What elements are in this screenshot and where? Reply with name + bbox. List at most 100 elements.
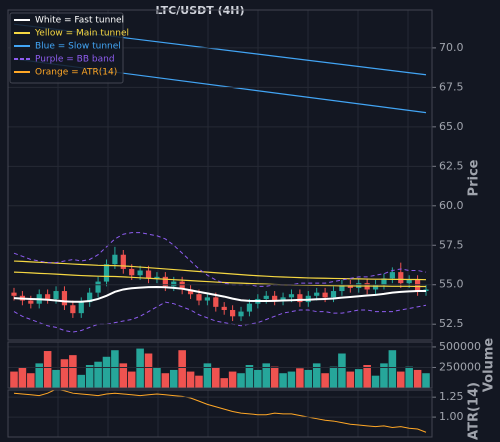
indicator-line bbox=[13, 285, 426, 303]
candle-body bbox=[398, 272, 404, 284]
volume-bar bbox=[102, 356, 111, 388]
volume-bar bbox=[178, 350, 186, 388]
candle-body bbox=[339, 284, 345, 292]
volume-bar bbox=[94, 361, 102, 388]
candle-body bbox=[288, 294, 295, 298]
volume-bar bbox=[144, 353, 153, 388]
y-tick-label: 52.5 bbox=[439, 317, 464, 330]
volume-bar bbox=[380, 363, 388, 388]
candle-body bbox=[414, 280, 421, 292]
volume-bar bbox=[186, 371, 195, 388]
volume-bar bbox=[422, 373, 430, 388]
candle-body bbox=[213, 297, 219, 307]
volume-bar bbox=[228, 371, 237, 388]
volume-bar bbox=[27, 373, 35, 388]
panel-frame bbox=[7, 389, 433, 438]
candle-body bbox=[221, 306, 227, 310]
atr-panel bbox=[13, 390, 427, 437]
volume-bar bbox=[254, 369, 262, 388]
candle-body bbox=[372, 284, 379, 290]
candle-body bbox=[70, 305, 76, 314]
candle-body bbox=[263, 295, 269, 299]
price-axis-title: Price bbox=[467, 159, 482, 196]
candle-body bbox=[406, 280, 412, 284]
candle-body bbox=[162, 276, 168, 287]
volume-bar bbox=[296, 368, 304, 388]
candle-body bbox=[187, 289, 194, 295]
y-tick-label: 57.5 bbox=[439, 238, 464, 251]
candle-body bbox=[53, 291, 59, 299]
candle-body bbox=[314, 292, 320, 296]
volume-bar bbox=[245, 365, 254, 388]
candle-body bbox=[45, 294, 51, 299]
y-tick-label: 1.25 bbox=[439, 390, 464, 403]
y-tick-label: 1.00 bbox=[439, 410, 464, 423]
volume-bar bbox=[169, 369, 178, 388]
volume-bar bbox=[85, 365, 94, 388]
volume-bar bbox=[161, 373, 170, 388]
volume-bar bbox=[388, 350, 397, 388]
volume-bar bbox=[371, 375, 380, 388]
atr-axis-title: ATR(14) bbox=[467, 382, 482, 440]
volume-bar bbox=[127, 371, 136, 388]
volume-bar bbox=[35, 363, 44, 388]
volume-bar bbox=[321, 373, 329, 388]
volume-bar bbox=[153, 367, 161, 388]
y-tick-label: 70.0 bbox=[439, 41, 464, 54]
volume-bar bbox=[18, 367, 27, 388]
candle-body bbox=[112, 254, 118, 265]
volume-bar bbox=[304, 369, 313, 388]
volume-bar bbox=[354, 369, 363, 388]
candle-body bbox=[381, 278, 387, 285]
y-tick-label: 62.5 bbox=[439, 159, 464, 172]
volume-bar bbox=[195, 375, 203, 388]
volume-bar bbox=[363, 365, 371, 388]
candle-body bbox=[389, 272, 395, 279]
candle-body bbox=[171, 281, 177, 287]
indicator-line bbox=[13, 260, 427, 281]
volume-bar bbox=[287, 371, 296, 388]
volume-bar bbox=[119, 363, 128, 388]
legend-label: Purple = BB band bbox=[35, 55, 115, 65]
volume-bar bbox=[136, 348, 144, 388]
panel-frame bbox=[7, 341, 433, 389]
candle-body bbox=[154, 276, 160, 279]
volume-bar bbox=[396, 371, 405, 388]
candle-body bbox=[297, 294, 303, 303]
y-tick-label: 60.0 bbox=[439, 199, 464, 212]
volume-bar bbox=[312, 363, 321, 388]
candle-body bbox=[280, 297, 286, 301]
volume-bar bbox=[237, 373, 245, 388]
legend-label: Orange = ATR(14) bbox=[35, 68, 117, 78]
volume-bar bbox=[43, 351, 52, 388]
candle-body bbox=[103, 264, 110, 282]
candle-body bbox=[272, 295, 278, 301]
volume-bar bbox=[270, 366, 279, 388]
volume-bar bbox=[279, 373, 287, 388]
vol-panel bbox=[10, 342, 430, 388]
panel-frame bbox=[7, 9, 433, 341]
volume-bar bbox=[69, 355, 77, 388]
volume-bar bbox=[413, 369, 422, 388]
legend-label: Blue = Slow tunnel bbox=[35, 42, 121, 52]
candle-body bbox=[145, 270, 152, 279]
candle-body bbox=[78, 302, 84, 314]
volume-axis-title: Volume bbox=[482, 338, 497, 393]
volume-bar bbox=[262, 363, 271, 388]
legend-label: White = Fast tunnel bbox=[35, 16, 124, 26]
volume-bar bbox=[77, 374, 86, 388]
candle-body bbox=[87, 292, 93, 303]
candle-body bbox=[330, 291, 337, 298]
legend-label: Yellow = Main tunnel bbox=[34, 29, 129, 39]
volume-bar bbox=[220, 378, 228, 388]
candle-body bbox=[230, 310, 236, 317]
candle-body bbox=[196, 294, 202, 301]
candle-body bbox=[238, 311, 244, 317]
y-tick-label: 500000 bbox=[439, 340, 481, 353]
volume-bar bbox=[346, 371, 355, 388]
volume-bar bbox=[338, 353, 346, 388]
y-tick-label: 55.0 bbox=[439, 278, 464, 291]
candle-body bbox=[129, 268, 135, 276]
volume-bar bbox=[60, 359, 69, 388]
